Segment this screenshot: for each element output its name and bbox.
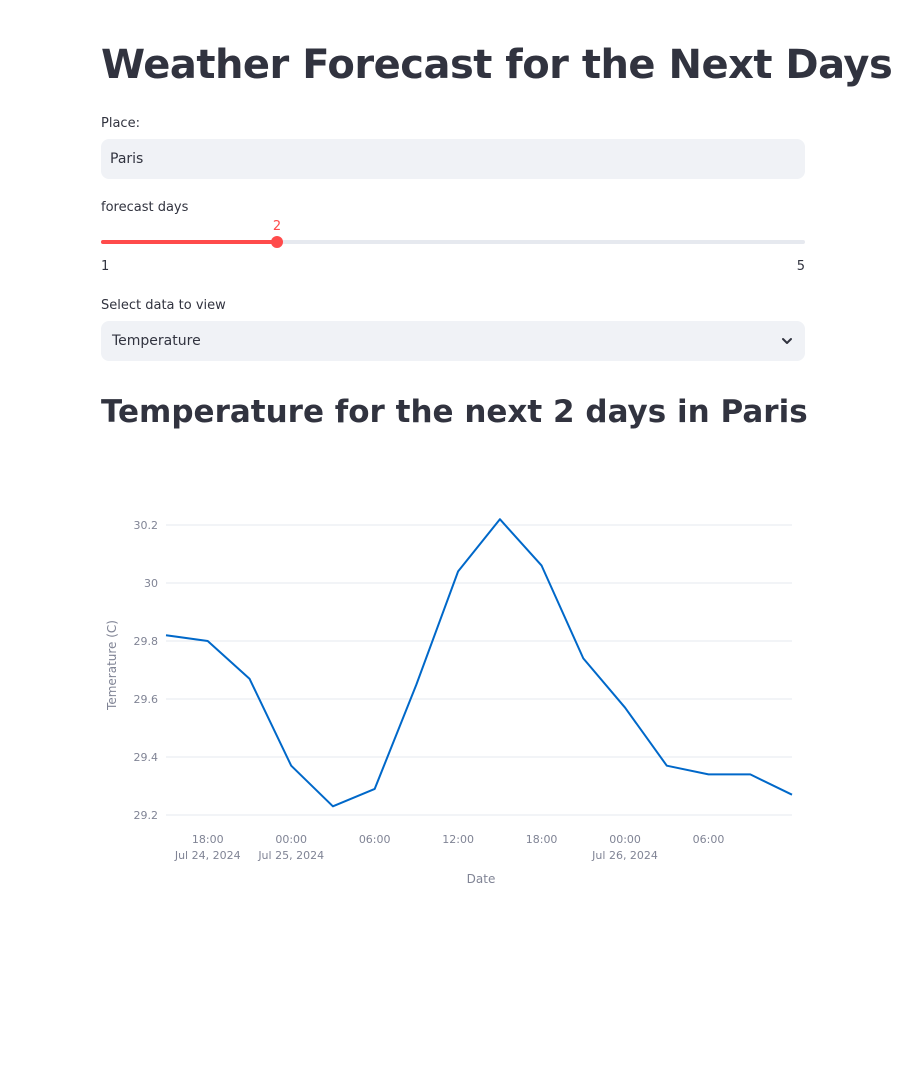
x-axis-label: Date [467, 872, 496, 886]
x-tick-date-label: Jul 25, 2024 [257, 849, 324, 862]
x-tick-label: 18:00 [192, 833, 224, 846]
y-tick-label: 29.8 [134, 635, 159, 648]
slider-thumb[interactable] [271, 236, 283, 248]
y-axis-label: Temerature (C) [105, 620, 119, 711]
x-tick-label: 12:00 [442, 833, 474, 846]
y-tick-label: 29.4 [134, 751, 159, 764]
forecast-days-label: forecast days [101, 200, 189, 215]
x-tick-label: 00:00 [609, 833, 641, 846]
place-label: Place: [101, 116, 140, 131]
x-tick-date-label: Jul 26, 2024 [591, 849, 658, 862]
x-tick-label: 06:00 [693, 833, 725, 846]
data-select-value: Temperature [112, 333, 201, 349]
x-tick-label: 00:00 [275, 833, 307, 846]
slider-track[interactable] [101, 240, 805, 244]
x-tick-label: 18:00 [526, 833, 558, 846]
slider-value: 2 [272, 219, 282, 234]
forecast-days-slider[interactable]: 2 1 5 [101, 219, 805, 274]
y-tick-label: 29.6 [134, 693, 159, 706]
temperature-series-line [165, 518, 793, 808]
chevron-down-icon [782, 338, 792, 344]
y-tick-label: 29.2 [134, 809, 159, 822]
slider-max: 5 [796, 259, 805, 274]
x-tick-date-label: Jul 24, 2024 [174, 849, 241, 862]
slider-min: 1 [101, 259, 110, 274]
place-input[interactable] [101, 139, 805, 179]
data-select[interactable]: Temperature [101, 321, 805, 361]
select-data-label: Select data to view [101, 298, 226, 313]
chart-heading: Temperature for the next 2 days in Paris [101, 394, 808, 430]
y-tick-label: 30 [144, 577, 158, 590]
temperature-chart: 29.2 29.4 29.6 29.8 30 30.2 18:00 Jul 24, 2024 0… [105, 518, 793, 886]
slider-fill [101, 240, 277, 244]
y-tick-label: 30.2 [134, 519, 159, 532]
x-tick-label: 06:00 [359, 833, 391, 846]
page-title: Weather Forecast for the Next Days [101, 42, 893, 88]
